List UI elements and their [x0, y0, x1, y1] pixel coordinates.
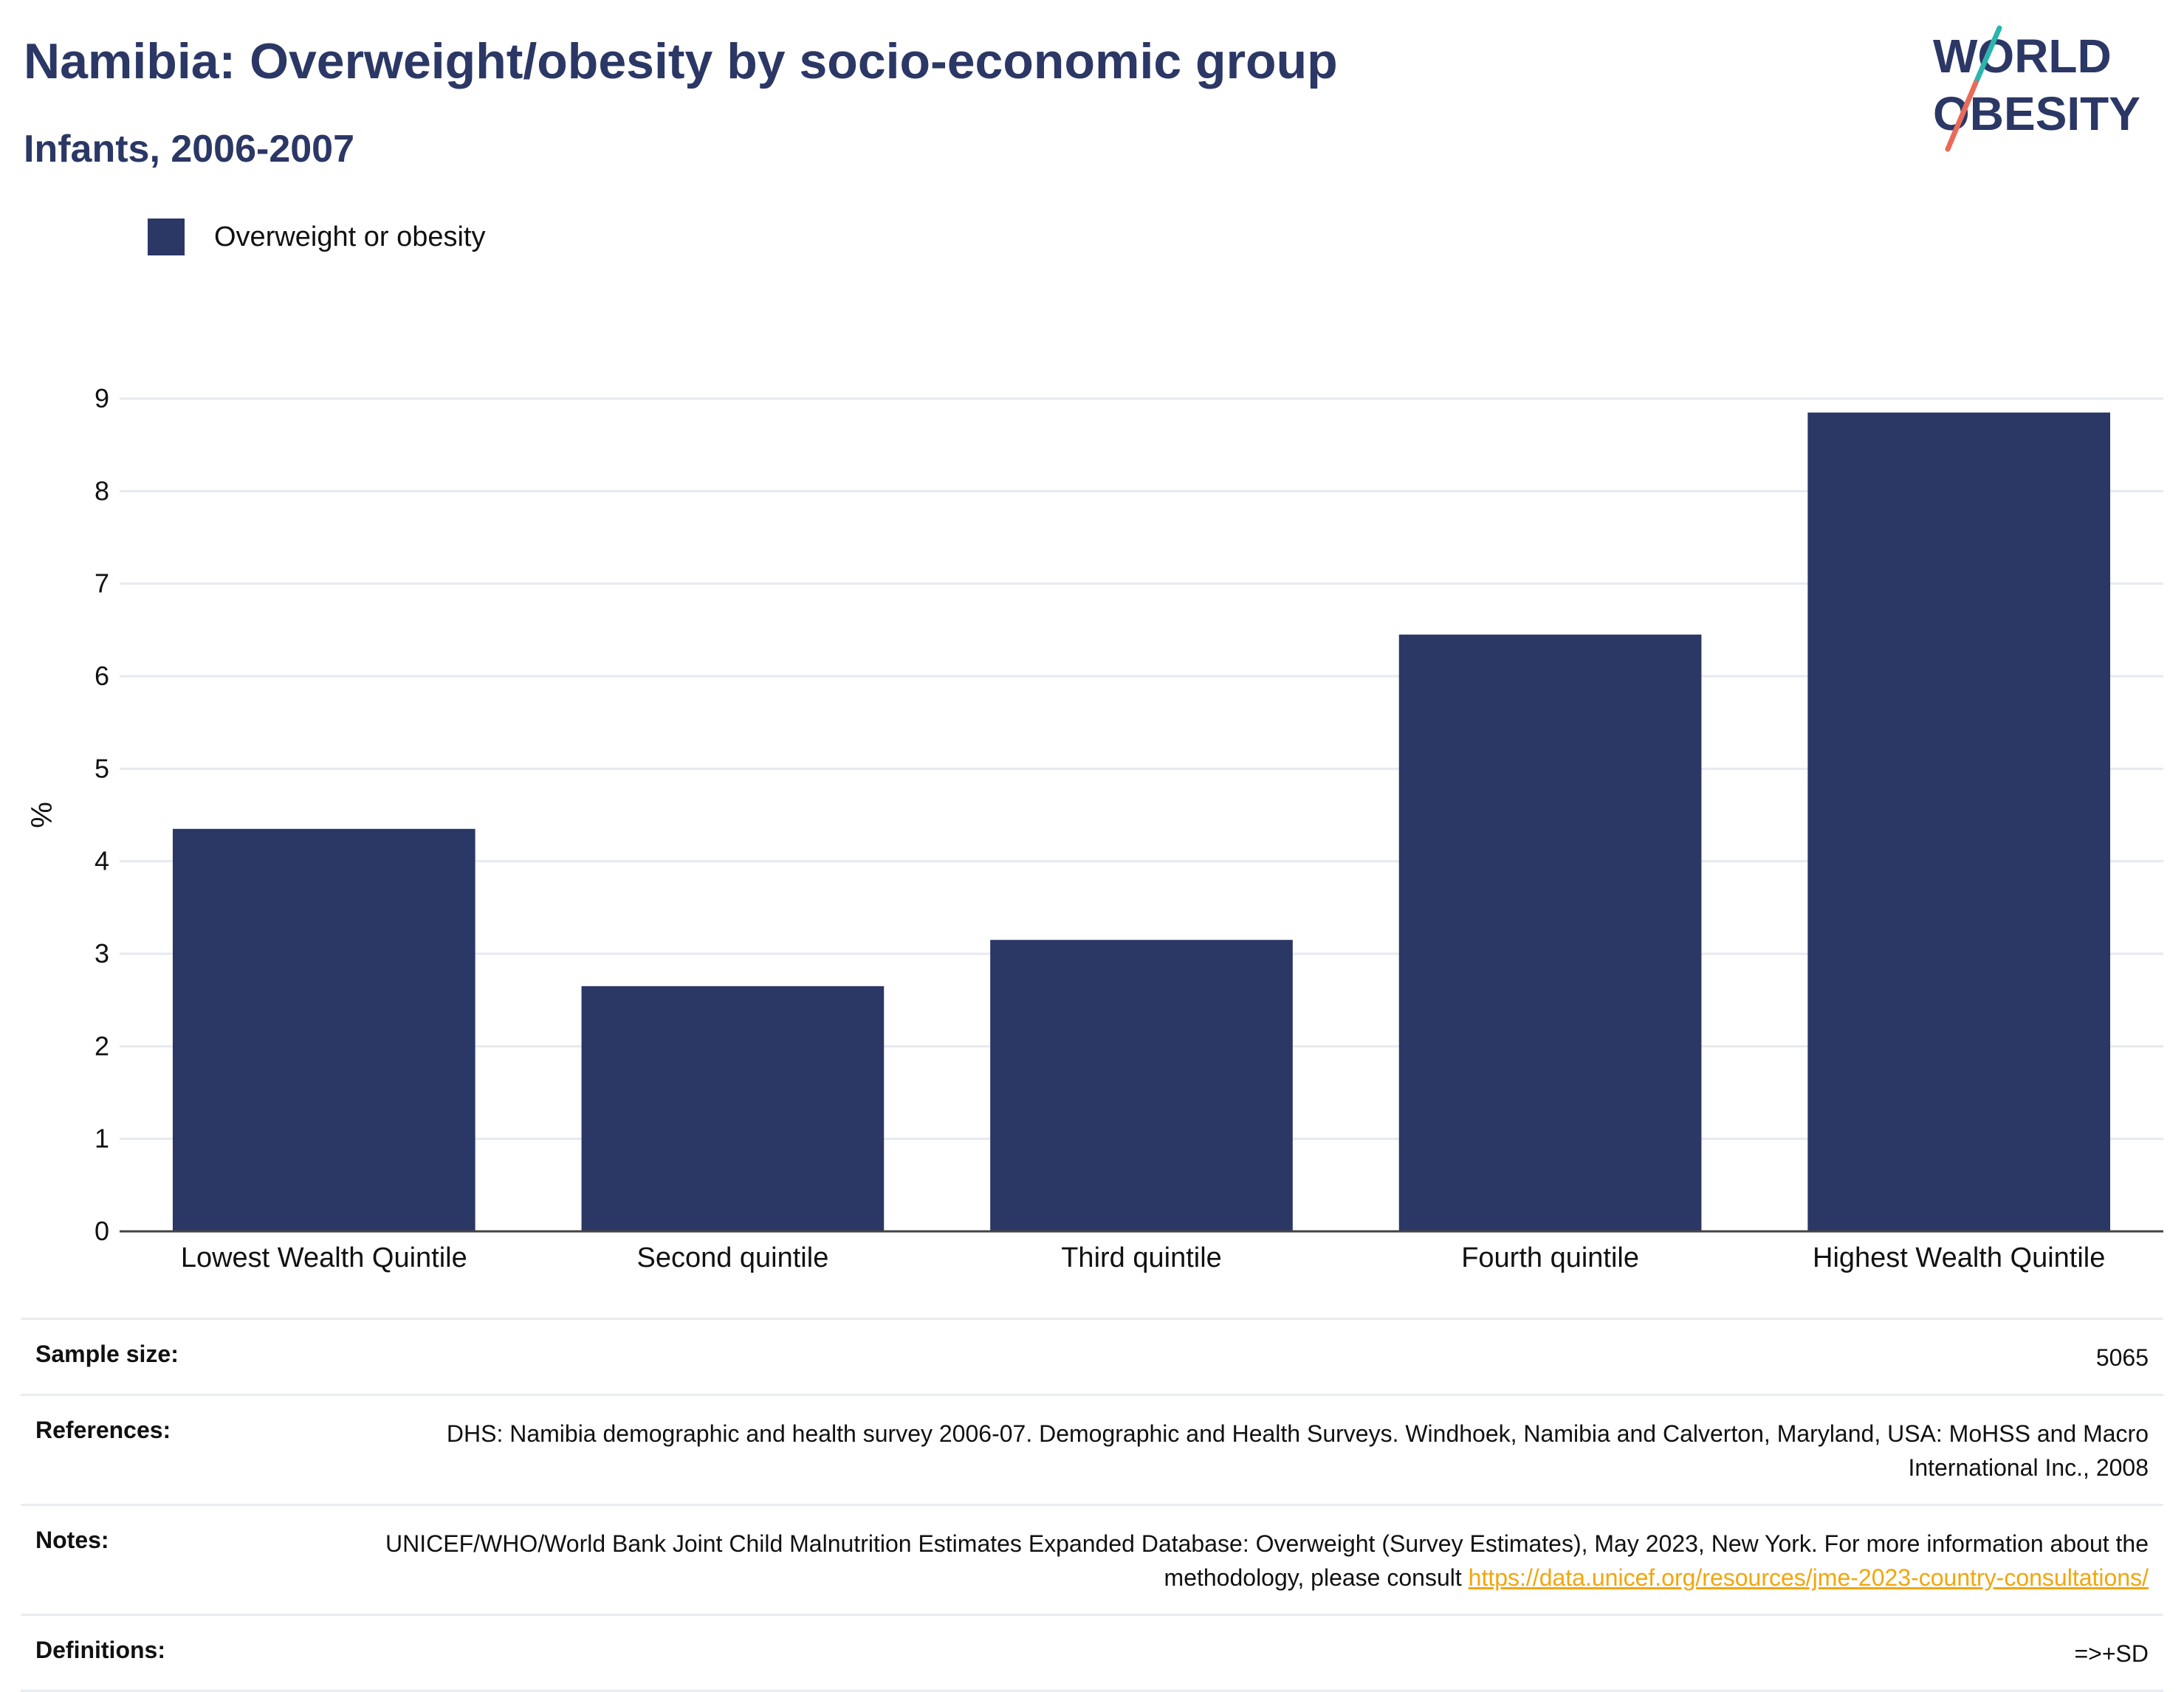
info-table: Sample size: 5065 References: DHS: Namib…	[21, 1318, 2163, 1692]
sample-size-value: 5065	[2095, 1344, 2149, 1371]
info-row-notes: Notes: UNICEF/WHO/World Bank Joint Child…	[21, 1504, 2163, 1615]
bar	[990, 940, 1293, 1231]
references-label: References:	[35, 1417, 171, 1443]
x-tick-label: Fourth quintile	[1461, 1242, 1639, 1273]
chart-title: Namibia: Overweight/obesity by socio-eco…	[24, 33, 1338, 89]
y-tick-label: 0	[95, 1216, 109, 1246]
logo-slash-top	[1973, 25, 2002, 86]
bar-chart: 0 1 2 3 4 5 6 7 8 9 Lowest Wealth Quintile Second q…	[26, 383, 2163, 1273]
y-tick-label: 4	[95, 846, 109, 876]
y-tick-label: 2	[95, 1031, 109, 1061]
y-axis-label: %	[26, 802, 58, 828]
y-tick-label: 8	[95, 475, 109, 506]
y-tick-label: 3	[95, 938, 109, 969]
legend-label: Overweight or obesity	[214, 221, 486, 252]
bar	[581, 986, 885, 1231]
legend: Overweight or obesity	[148, 219, 486, 255]
x-tick-label: Highest Wealth Quintile	[1813, 1242, 2105, 1273]
bar	[1807, 412, 2111, 1231]
definitions-value: =>+SD	[2074, 1640, 2149, 1667]
x-tick-label: Third quintile	[1061, 1242, 1222, 1273]
notes-text: UNICEF/WHO/World Bank Joint Child Malnut…	[385, 1530, 2149, 1591]
info-row-sample-size: Sample size: 5065	[21, 1318, 2163, 1395]
chart-subtitle: Infants, 2006-2007	[24, 128, 355, 171]
bar	[172, 828, 475, 1231]
y-tick-label: 6	[95, 661, 109, 691]
x-tick-label: Second quintile	[636, 1242, 828, 1273]
bar	[1398, 634, 1702, 1231]
y-tick-label: 5	[95, 753, 109, 783]
sample-size-label: Sample size:	[35, 1341, 179, 1367]
world-obesity-logo: WORLD OBESITY	[1933, 25, 2140, 152]
info-row-definitions: Definitions: =>+SD	[21, 1614, 2163, 1691]
info-row-references: References: DHS: Namibia demographic and…	[21, 1394, 2163, 1505]
y-tick-label: 9	[95, 383, 109, 413]
y-tick-label: 7	[95, 568, 109, 599]
notes-link[interactable]: https://data.unicef.org/resources/jme-20…	[1468, 1564, 2149, 1591]
y-tick-label: 1	[95, 1124, 109, 1154]
definitions-label: Definitions:	[35, 1637, 165, 1663]
logo-line-world: WORLD	[1933, 30, 2112, 83]
x-tick-label: Lowest Wealth Quintile	[181, 1242, 467, 1273]
notes-value: UNICEF/WHO/World Bank Joint Child Malnut…	[360, 1505, 2163, 1615]
references-value: DHS: Namibia demographic and health surv…	[446, 1420, 2149, 1481]
notes-label: Notes:	[35, 1527, 109, 1553]
logo-slash-bottom	[1945, 80, 1979, 152]
legend-swatch	[148, 219, 185, 255]
